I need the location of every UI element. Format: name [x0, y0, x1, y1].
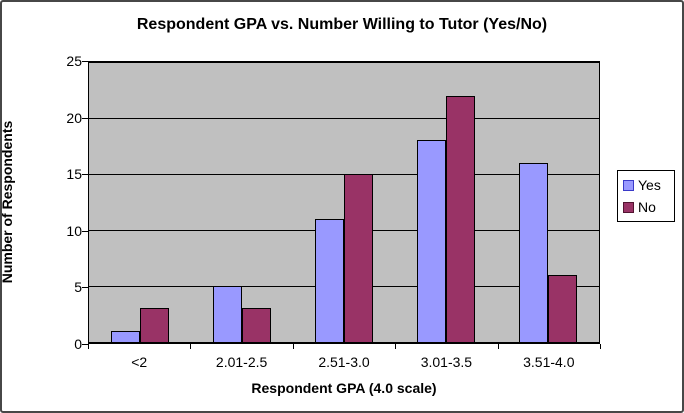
chart-title: Respondent GPA vs. Number Willing to Tut…: [136, 16, 548, 33]
y-tick-mark: [82, 118, 88, 119]
bar-group: [89, 62, 191, 342]
bar-yes: [315, 218, 344, 342]
x-tick-mark: [498, 344, 499, 349]
y-tick-mark: [82, 344, 88, 345]
bar-no: [242, 308, 271, 342]
x-tick-label: <2: [131, 354, 148, 370]
y-tick-mark: [82, 231, 88, 232]
bars-layer: [89, 62, 599, 342]
x-tick-mark: [190, 344, 191, 349]
y-tick-label: 20: [66, 109, 82, 126]
bar-group: [395, 62, 497, 342]
x-tick-mark: [293, 344, 294, 349]
y-tick-mark: [82, 174, 88, 175]
bar-group: [191, 62, 293, 342]
gridline: [89, 118, 599, 119]
x-tick-label: 3.51-4.0: [523, 354, 575, 370]
legend-label: Yes: [638, 177, 661, 193]
y-tick-mark: [82, 287, 88, 288]
x-tick-label: 2.51-3.0: [318, 354, 370, 370]
x-tick-mark: [88, 344, 89, 349]
y-tick-label: 10: [66, 222, 82, 239]
bar-group: [293, 62, 395, 342]
legend-swatch-no: [623, 201, 634, 213]
legend-swatch-yes: [623, 179, 634, 191]
bar-no: [140, 308, 169, 342]
y-tick-label: 0: [74, 336, 82, 352]
bar-yes: [519, 162, 548, 342]
y-tick-label: 25: [66, 53, 82, 69]
bar-no: [548, 274, 577, 342]
x-tick-mark: [395, 344, 396, 349]
x-axis-title: Respondent GPA (4.0 scale): [251, 380, 437, 396]
y-tick-label: 5: [74, 279, 82, 296]
legend-item-no: No: [623, 200, 669, 214]
plot-area: [88, 61, 600, 344]
y-tick-mark: [82, 61, 88, 62]
bar-yes: [417, 140, 446, 342]
legend-label: No: [638, 199, 656, 215]
legend-item-yes: Yes: [623, 178, 669, 192]
bar-no: [344, 174, 373, 342]
gridline: [89, 62, 599, 63]
legend: Yes No: [617, 170, 675, 222]
x-tick-label: 3.01-3.5: [420, 354, 473, 370]
bar-no: [446, 95, 475, 342]
bar-group: [497, 62, 599, 342]
x-tick-mark: [600, 344, 601, 349]
x-tick-label: 2.01-2.5: [215, 354, 268, 370]
bar-yes: [213, 286, 242, 342]
bar-yes: [111, 330, 140, 342]
y-axis-title: Number of Respondents: [0, 120, 15, 284]
y-tick-label: 15: [66, 166, 82, 183]
